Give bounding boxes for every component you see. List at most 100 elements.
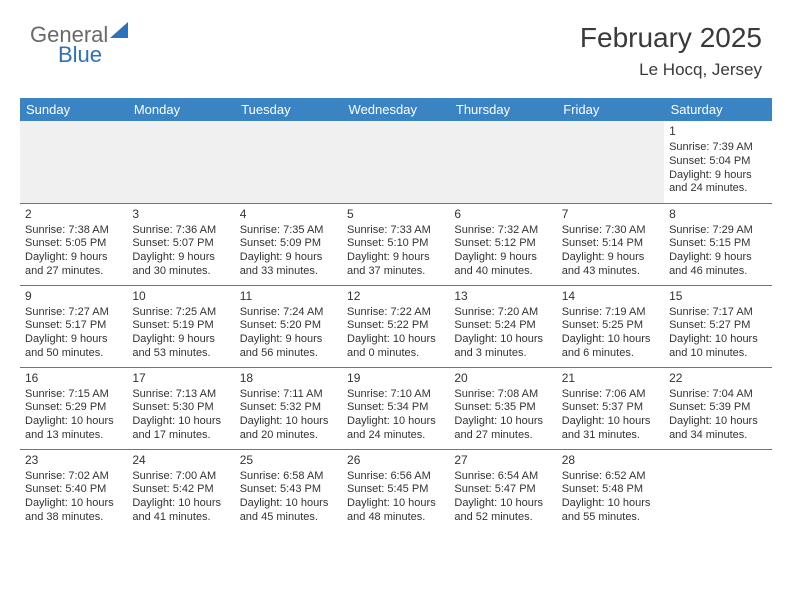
title-block: February 2025 Le Hocq, Jersey xyxy=(580,22,762,80)
calendar-cell: 10Sunrise: 7:25 AMSunset: 5:19 PMDayligh… xyxy=(127,285,234,367)
sunrise-line: Sunrise: 7:38 AM xyxy=(25,224,122,238)
sunrise-line: Sunrise: 7:30 AM xyxy=(562,224,659,238)
calendar-row: 2Sunrise: 7:38 AMSunset: 5:05 PMDaylight… xyxy=(20,203,772,285)
sunrise-line: Sunrise: 7:13 AM xyxy=(132,388,229,402)
sunrise-line: Sunrise: 7:33 AM xyxy=(347,224,444,238)
sunrise-line: Sunrise: 6:52 AM xyxy=(562,470,659,484)
sunset-line: Sunset: 5:47 PM xyxy=(454,483,551,497)
sunrise-line: Sunrise: 7:25 AM xyxy=(132,306,229,320)
day-number: 13 xyxy=(454,289,551,304)
sunset-line: Sunset: 5:48 PM xyxy=(562,483,659,497)
sunset-line: Sunset: 5:22 PM xyxy=(347,319,444,333)
daylight-line: Daylight: 9 hours and 33 minutes. xyxy=(240,251,337,279)
calendar-table: SundayMondayTuesdayWednesdayThursdayFrid… xyxy=(20,98,772,531)
daylight-line: Daylight: 10 hours and 31 minutes. xyxy=(562,415,659,443)
day-number: 4 xyxy=(240,207,337,222)
sunrise-line: Sunrise: 7:22 AM xyxy=(347,306,444,320)
calendar-row: 23Sunrise: 7:02 AMSunset: 5:40 PMDayligh… xyxy=(20,449,772,531)
calendar-cell: 7Sunrise: 7:30 AMSunset: 5:14 PMDaylight… xyxy=(557,203,664,285)
calendar-cell xyxy=(127,121,234,203)
calendar-cell: 2Sunrise: 7:38 AMSunset: 5:05 PMDaylight… xyxy=(20,203,127,285)
sunset-line: Sunset: 5:07 PM xyxy=(132,237,229,251)
sunset-line: Sunset: 5:34 PM xyxy=(347,401,444,415)
sunset-line: Sunset: 5:45 PM xyxy=(347,483,444,497)
daylight-line: Daylight: 10 hours and 17 minutes. xyxy=(132,415,229,443)
sunrise-line: Sunrise: 7:04 AM xyxy=(669,388,766,402)
daylight-line: Daylight: 9 hours and 53 minutes. xyxy=(132,333,229,361)
calendar-cell: 6Sunrise: 7:32 AMSunset: 5:12 PMDaylight… xyxy=(449,203,556,285)
daylight-line: Daylight: 9 hours and 50 minutes. xyxy=(25,333,122,361)
day-number: 2 xyxy=(25,207,122,222)
day-number: 17 xyxy=(132,371,229,386)
day-number: 8 xyxy=(669,207,766,222)
day-number: 19 xyxy=(347,371,444,386)
calendar-cell: 4Sunrise: 7:35 AMSunset: 5:09 PMDaylight… xyxy=(235,203,342,285)
sail-icon xyxy=(110,22,128,38)
sunset-line: Sunset: 5:12 PM xyxy=(454,237,551,251)
daylight-line: Daylight: 10 hours and 24 minutes. xyxy=(347,415,444,443)
day-number: 7 xyxy=(562,207,659,222)
day-number: 16 xyxy=(25,371,122,386)
day-number: 26 xyxy=(347,453,444,468)
daylight-line: Daylight: 10 hours and 55 minutes. xyxy=(562,497,659,525)
sunrise-line: Sunrise: 7:00 AM xyxy=(132,470,229,484)
daylight-line: Daylight: 9 hours and 46 minutes. xyxy=(669,251,766,279)
calendar-cell: 9Sunrise: 7:27 AMSunset: 5:17 PMDaylight… xyxy=(20,285,127,367)
calendar-cell xyxy=(449,121,556,203)
sunset-line: Sunset: 5:37 PM xyxy=(562,401,659,415)
calendar-cell: 11Sunrise: 7:24 AMSunset: 5:20 PMDayligh… xyxy=(235,285,342,367)
calendar-cell: 26Sunrise: 6:56 AMSunset: 5:45 PMDayligh… xyxy=(342,449,449,531)
daylight-line: Daylight: 9 hours and 40 minutes. xyxy=(454,251,551,279)
calendar-row: 1Sunrise: 7:39 AMSunset: 5:04 PMDaylight… xyxy=(20,121,772,203)
calendar-cell xyxy=(664,449,771,531)
calendar-cell: 5Sunrise: 7:33 AMSunset: 5:10 PMDaylight… xyxy=(342,203,449,285)
sunset-line: Sunset: 5:29 PM xyxy=(25,401,122,415)
calendar-cell: 19 Sunrise: 7:10 AMSunset: 5:34 PMDayligh… xyxy=(342,367,449,449)
calendar-body: 1Sunrise: 7:39 AMSunset: 5:04 PMDaylight… xyxy=(20,121,772,531)
calendar-cell: 25Sunrise: 6:58 AMSunset: 5:43 PMDayligh… xyxy=(235,449,342,531)
calendar-cell: 12Sunrise: 7:22 AMSunset: 5:22 PMDayligh… xyxy=(342,285,449,367)
sunrise-line: Sunrise: 7:17 AM xyxy=(669,306,766,320)
daylight-line: Daylight: 10 hours and 27 minutes. xyxy=(454,415,551,443)
sunset-line: Sunset: 5:35 PM xyxy=(454,401,551,415)
day-header: Monday xyxy=(127,98,234,121)
day-number: 23 xyxy=(25,453,122,468)
day-header: Wednesday xyxy=(342,98,449,121)
calendar-cell xyxy=(235,121,342,203)
daylight-line: Daylight: 10 hours and 38 minutes. xyxy=(25,497,122,525)
day-number: 20 xyxy=(454,371,551,386)
calendar-cell: 15Sunrise: 7:17 AMSunset: 5:27 PMDayligh… xyxy=(664,285,771,367)
sunrise-line: Sunrise: 7:06 AM xyxy=(562,388,659,402)
day-header: Sunday xyxy=(20,98,127,121)
day-number: 27 xyxy=(454,453,551,468)
sunrise-line: Sunrise: 7:15 AM xyxy=(25,388,122,402)
sunset-line: Sunset: 5:27 PM xyxy=(669,319,766,333)
daylight-line: Daylight: 9 hours and 27 minutes. xyxy=(25,251,122,279)
day-header: Thursday xyxy=(449,98,556,121)
header: General Blue February 2025 Le Hocq, Jers… xyxy=(0,0,792,88)
sunrise-line: Sunrise: 7:32 AM xyxy=(454,224,551,238)
sunrise-line: Sunrise: 7:36 AM xyxy=(132,224,229,238)
daylight-line: Daylight: 10 hours and 48 minutes. xyxy=(347,497,444,525)
calendar-cell: 8Sunrise: 7:29 AMSunset: 5:15 PMDaylight… xyxy=(664,203,771,285)
day-number: 28 xyxy=(562,453,659,468)
day-number: 18 xyxy=(240,371,337,386)
daylight-line: Daylight: 10 hours and 0 minutes. xyxy=(347,333,444,361)
calendar-cell: 28 Sunrise: 6:52 AMSunset: 5:48 PMDayligh… xyxy=(557,449,664,531)
sunset-line: Sunset: 5:43 PM xyxy=(240,483,337,497)
sunset-line: Sunset: 5:15 PM xyxy=(669,237,766,251)
daylight-line: Daylight: 9 hours and 24 minutes. xyxy=(669,169,766,197)
sunrise-line: Sunrise: 6:54 AM xyxy=(454,470,551,484)
daylight-line: Daylight: 10 hours and 34 minutes. xyxy=(669,415,766,443)
calendar-cell xyxy=(342,121,449,203)
sunset-line: Sunset: 5:25 PM xyxy=(562,319,659,333)
daylight-line: Daylight: 10 hours and 20 minutes. xyxy=(240,415,337,443)
sunrise-line: Sunrise: 7:24 AM xyxy=(240,306,337,320)
calendar-cell: 27Sunrise: 6:54 AMSunset: 5:47 PMDayligh… xyxy=(449,449,556,531)
day-header-row: SundayMondayTuesdayWednesdayThursdayFrid… xyxy=(20,98,772,121)
day-number: 1 xyxy=(669,124,766,139)
sunset-line: Sunset: 5:19 PM xyxy=(132,319,229,333)
sunrise-line: Sunrise: 7:08 AM xyxy=(454,388,551,402)
sunrise-line: Sunrise: 7:20 AM xyxy=(454,306,551,320)
sunrise-line: Sunrise: 7:10 AM xyxy=(347,388,444,402)
